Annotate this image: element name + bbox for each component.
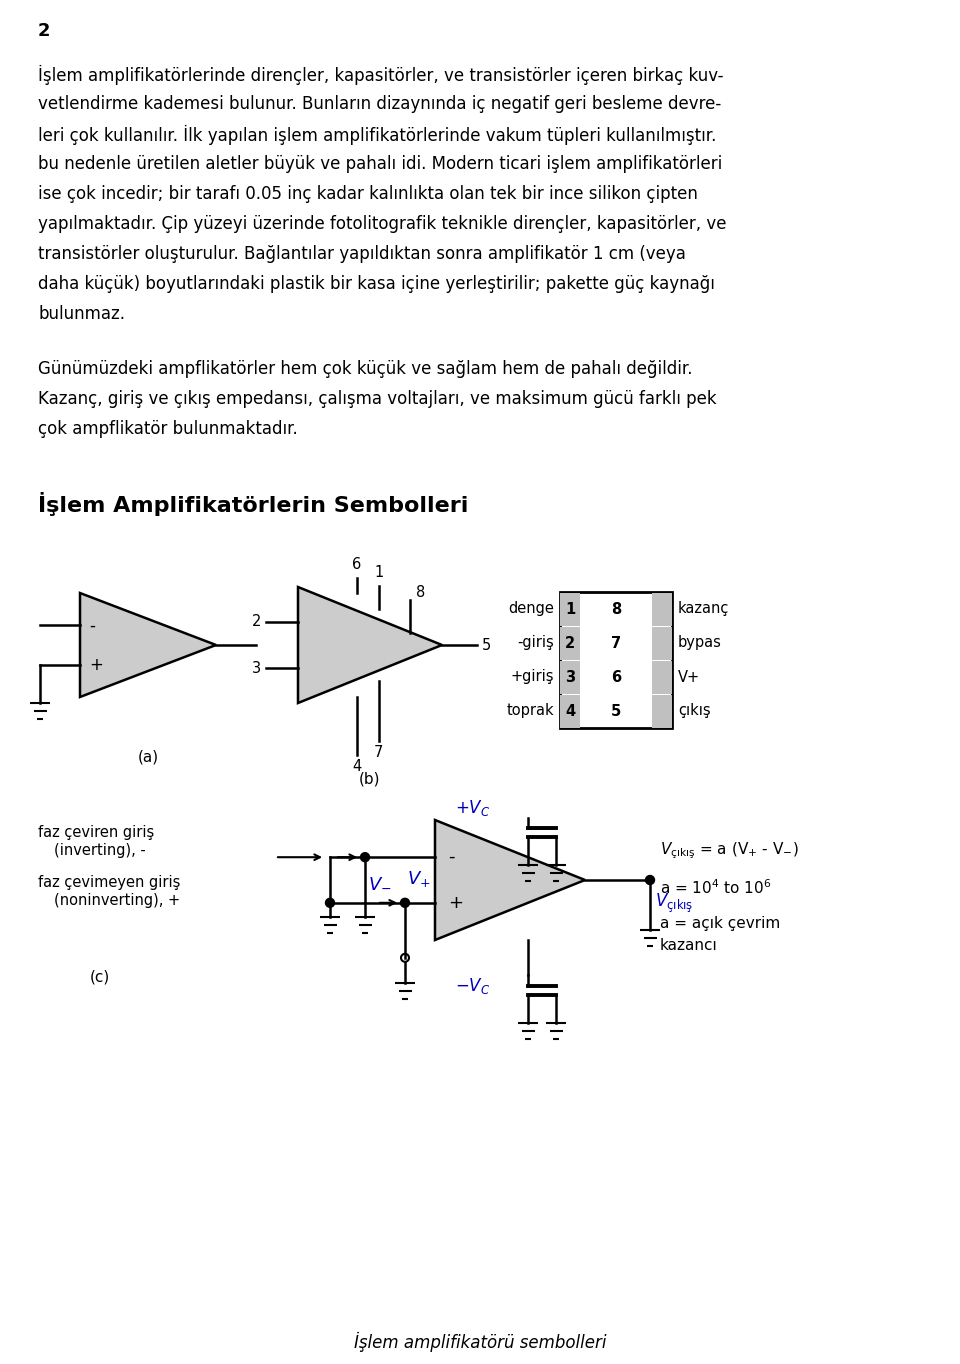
Text: $-V_C$: $-V_C$ — [455, 977, 490, 996]
Text: 7: 7 — [374, 745, 383, 760]
Bar — [652, 593, 672, 626]
Text: yapılmaktadır. Çip yüzeyi üzerinde fotolitografik teknikle dirençler, kapasitörl: yapılmaktadır. Çip yüzeyi üzerinde fotol… — [38, 216, 727, 233]
Text: ise çok incedir; bir tarafı 0.05 inç kadar kalınlıkta olan tek bir ince silikon : ise çok incedir; bir tarafı 0.05 inç kad… — [38, 186, 698, 203]
Bar — [560, 627, 580, 660]
Text: +: + — [448, 893, 463, 911]
Text: çok ampflikatör bulunmaktadır.: çok ampflikatör bulunmaktadır. — [38, 420, 298, 438]
Text: 5: 5 — [482, 637, 492, 652]
Text: leri çok kullanılır. İlk yapılan işlem amplifikatörlerinde vakum tüpleri kullanı: leri çok kullanılır. İlk yapılan işlem a… — [38, 125, 716, 145]
Circle shape — [361, 852, 370, 862]
Text: İşlem amplifikatörü sembolleri: İşlem amplifikatörü sembolleri — [353, 1333, 607, 1352]
Bar — [560, 662, 580, 694]
Text: -: - — [89, 617, 95, 634]
Bar — [652, 696, 672, 728]
Text: denge: denge — [508, 602, 554, 617]
Text: 3: 3 — [564, 670, 575, 685]
Text: +giriş: +giriş — [511, 670, 554, 685]
Text: 4: 4 — [352, 758, 362, 773]
Text: faz çeviren giriş: faz çeviren giriş — [38, 825, 155, 840]
Text: a = 10$^4$ to 10$^6$: a = 10$^4$ to 10$^6$ — [660, 878, 771, 896]
Text: çıkış: çıkış — [678, 704, 710, 719]
Text: $+V_C$: $+V_C$ — [455, 798, 490, 818]
Text: bu nedenle üretilen aletler büyük ve pahalı idi. Modern ticari işlem amplifikatö: bu nedenle üretilen aletler büyük ve pah… — [38, 155, 722, 173]
Text: 7: 7 — [611, 636, 621, 651]
Text: 3: 3 — [252, 660, 261, 675]
Text: 2: 2 — [252, 614, 261, 629]
Text: 8: 8 — [416, 585, 425, 600]
Text: 4: 4 — [564, 704, 575, 719]
Text: 2: 2 — [564, 636, 575, 651]
Text: (b): (b) — [359, 771, 381, 786]
Polygon shape — [298, 587, 442, 702]
Circle shape — [400, 899, 410, 907]
Text: kazanç: kazanç — [678, 602, 730, 617]
Text: bypas: bypas — [678, 636, 722, 651]
Text: a = açık çevrim: a = açık çevrim — [660, 917, 780, 932]
Text: daha küçük) boyutlarındaki plastik bir kasa içine yerleştirilir; pakette güç kay: daha küçük) boyutlarındaki plastik bir k… — [38, 276, 715, 293]
Text: -giriş: -giriş — [517, 636, 554, 651]
Text: 1: 1 — [374, 565, 383, 580]
Text: $V_{\mathrm{çıkış}}$: $V_{\mathrm{çıkış}}$ — [655, 892, 693, 915]
Text: Kazanç, giriş ve çıkış empedansı, çalışma voltajları, ve maksimum gücü farklı pe: Kazanç, giriş ve çıkış empedansı, çalışm… — [38, 390, 716, 408]
Bar — [560, 696, 580, 728]
Bar — [560, 592, 672, 728]
Text: bulunmaz.: bulunmaz. — [38, 306, 125, 323]
Polygon shape — [435, 820, 585, 940]
Text: İşlem Amplifikatörlerin Sembolleri: İşlem Amplifikatörlerin Sembolleri — [38, 492, 468, 516]
Text: -: - — [448, 848, 454, 866]
Bar — [560, 593, 580, 626]
Text: $V_{+}$: $V_{+}$ — [407, 869, 431, 889]
Text: (inverting), -: (inverting), - — [54, 843, 146, 858]
Bar — [652, 662, 672, 694]
Text: İşlem amplifikatörlerinde dirençler, kapasitörler, ve transistörler içeren birka: İşlem amplifikatörlerinde dirençler, kap… — [38, 65, 724, 85]
Text: (a): (a) — [137, 749, 158, 764]
Text: 6: 6 — [611, 670, 621, 685]
Bar — [652, 627, 672, 660]
Text: vetlendirme kademesi bulunur. Bunların dizaynında iç negatif geri besleme devre-: vetlendirme kademesi bulunur. Bunların d… — [38, 95, 721, 113]
Circle shape — [645, 876, 655, 884]
Circle shape — [325, 899, 334, 907]
Text: $V_{\mathrm{çıkış}}$ = a (V$_{+}$ - V$_{-}$): $V_{\mathrm{çıkış}}$ = a (V$_{+}$ - V$_{… — [660, 840, 799, 861]
Text: +: + — [89, 656, 103, 674]
Text: kazancı: kazancı — [660, 938, 718, 953]
Text: V+: V+ — [678, 670, 700, 685]
Text: (noninverting), +: (noninverting), + — [54, 893, 180, 908]
Text: $V_{-}$: $V_{-}$ — [368, 873, 392, 891]
Text: Günümüzdeki ampflikatörler hem çok küçük ve sağlam hem de pahalı değildir.: Günümüzdeki ampflikatörler hem çok küçük… — [38, 360, 692, 378]
Text: faz çevimeyen giriş: faz çevimeyen giriş — [38, 874, 180, 889]
Text: 5: 5 — [611, 704, 621, 719]
Text: transistörler oluşturulur. Bağlantılar yapıldıktan sonra amplifikatör 1 cm (veya: transistörler oluşturulur. Bağlantılar y… — [38, 246, 685, 263]
Polygon shape — [80, 593, 216, 697]
Text: (c): (c) — [90, 970, 110, 985]
Text: 8: 8 — [611, 602, 621, 617]
Text: 1: 1 — [564, 602, 575, 617]
Text: 6: 6 — [352, 557, 362, 572]
Text: 2: 2 — [38, 22, 51, 40]
Text: toprak: toprak — [506, 704, 554, 719]
